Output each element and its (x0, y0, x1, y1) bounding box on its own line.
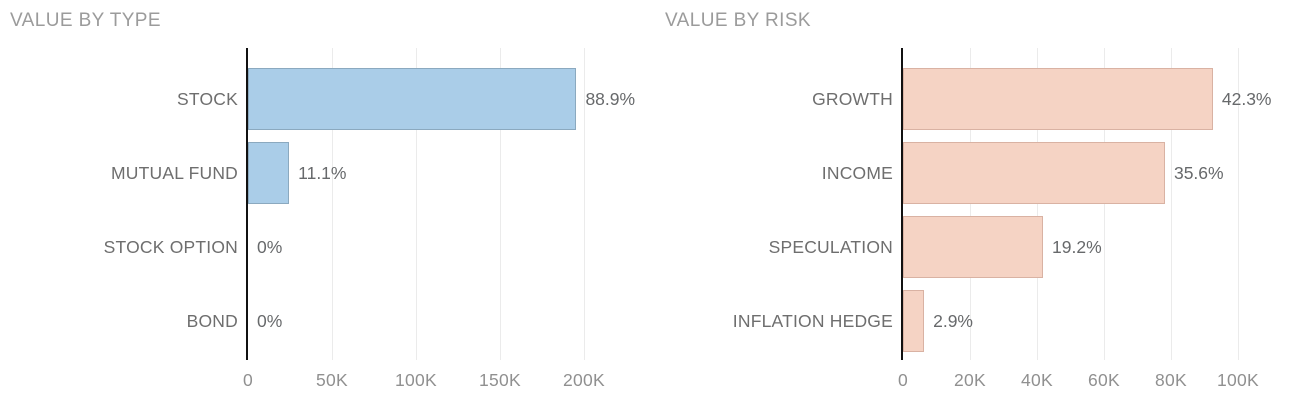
value-label-stock-option: 0% (257, 236, 283, 257)
gridline (584, 48, 585, 360)
x-tick-label: 100K (394, 370, 438, 390)
gridline (332, 48, 333, 360)
category-labels: STOCK MUTUAL FUND STOCK OPTION BOND (0, 48, 246, 360)
gridline (1037, 48, 1038, 360)
chart-title: VALUE BY RISK (665, 10, 812, 31)
category-label-income: INCOME (821, 162, 893, 183)
value-label-inflation-hedge: 2.9% (933, 310, 973, 331)
plot-area: 88.9% 11.1% 0% 0% (246, 48, 635, 360)
category-label-bond: BOND (186, 310, 238, 331)
category-label-speculation: SPECULATION (768, 236, 893, 257)
category-labels: GROWTH INCOME SPECULATION INFLATION HEDGE (649, 48, 901, 360)
chart-title: VALUE BY TYPE (10, 10, 161, 31)
value-by-type-chart: VALUE BY TYPE STOCK MUTUAL FUND STOCK OPTI… (0, 10, 635, 404)
x-tick-label: 40K (1020, 370, 1054, 390)
category-label-growth: GROWTH (812, 88, 893, 109)
value-label-stock: 88.9% (585, 88, 636, 109)
bar-stock[interactable] (248, 68, 577, 130)
gridline (970, 48, 971, 360)
x-tick-label: 60K (1087, 370, 1121, 390)
value-label-growth: 42.3% (1221, 88, 1272, 109)
x-axis: 0 20K 40K 60K 80K 100K (898, 360, 1259, 404)
bar-growth[interactable] (903, 68, 1213, 130)
bar-row-speculation: 19.2% (903, 210, 1238, 284)
gridline (1171, 48, 1172, 360)
x-tick-label: 200K (562, 370, 606, 390)
x-tick-label: 100K (1216, 370, 1260, 390)
x-tick-label: 0 (897, 370, 909, 390)
bar-mutual-fund[interactable] (248, 142, 290, 204)
category-label-mutual-fund: MUTUAL FUND (111, 162, 238, 183)
bar-inflation-hedge[interactable] (903, 290, 925, 352)
bar-speculation[interactable] (903, 216, 1044, 278)
bar-row-stock-option: 0% (248, 210, 584, 284)
value-label-speculation: 19.2% (1052, 236, 1102, 257)
bar-row-stock: 88.9% (248, 62, 635, 136)
bar-row-bond: 0% (248, 284, 584, 358)
value-label-income: 35.6% (1173, 162, 1224, 183)
gridline (500, 48, 501, 360)
value-label-mutual-fund: 11.1% (298, 162, 347, 183)
bar-row-income: 35.6% (903, 136, 1238, 210)
category-label-inflation-hedge: INFLATION HEDGE (732, 310, 893, 331)
plot-area: 42.3% 35.6% 19.2% 2.9% (901, 48, 1272, 360)
x-tick-label: 80K (1154, 370, 1188, 390)
chart-body: STOCK MUTUAL FUND STOCK OPTION BOND 88.9% 11… (0, 48, 635, 360)
gridline (416, 48, 417, 360)
bar-income[interactable] (903, 142, 1165, 204)
x-tick-label: 20K (953, 370, 987, 390)
gridline (1104, 48, 1105, 360)
bar-row-inflation-hedge: 2.9% (903, 284, 1238, 358)
category-label-stock: STOCK (177, 88, 238, 109)
x-tick-label: 0 (242, 370, 254, 390)
value-label-bond: 0% (257, 310, 283, 331)
x-tick-label: 50K (315, 370, 349, 390)
x-axis: 0 50K 100K 150K 200K (243, 360, 605, 404)
category-label-stock-option: STOCK OPTION (103, 236, 238, 257)
bar-row-mutual-fund: 11.1% (248, 136, 584, 210)
chart-body: GROWTH INCOME SPECULATION INFLATION HEDGE 4… (649, 48, 1272, 360)
value-by-risk-chart: VALUE BY RISK GROWTH INCOME SPECULATION INF… (649, 0, 1298, 414)
x-tick-label: 150K (478, 370, 522, 390)
gridline (1238, 48, 1239, 360)
bar-row-growth: 42.3% (903, 62, 1272, 136)
